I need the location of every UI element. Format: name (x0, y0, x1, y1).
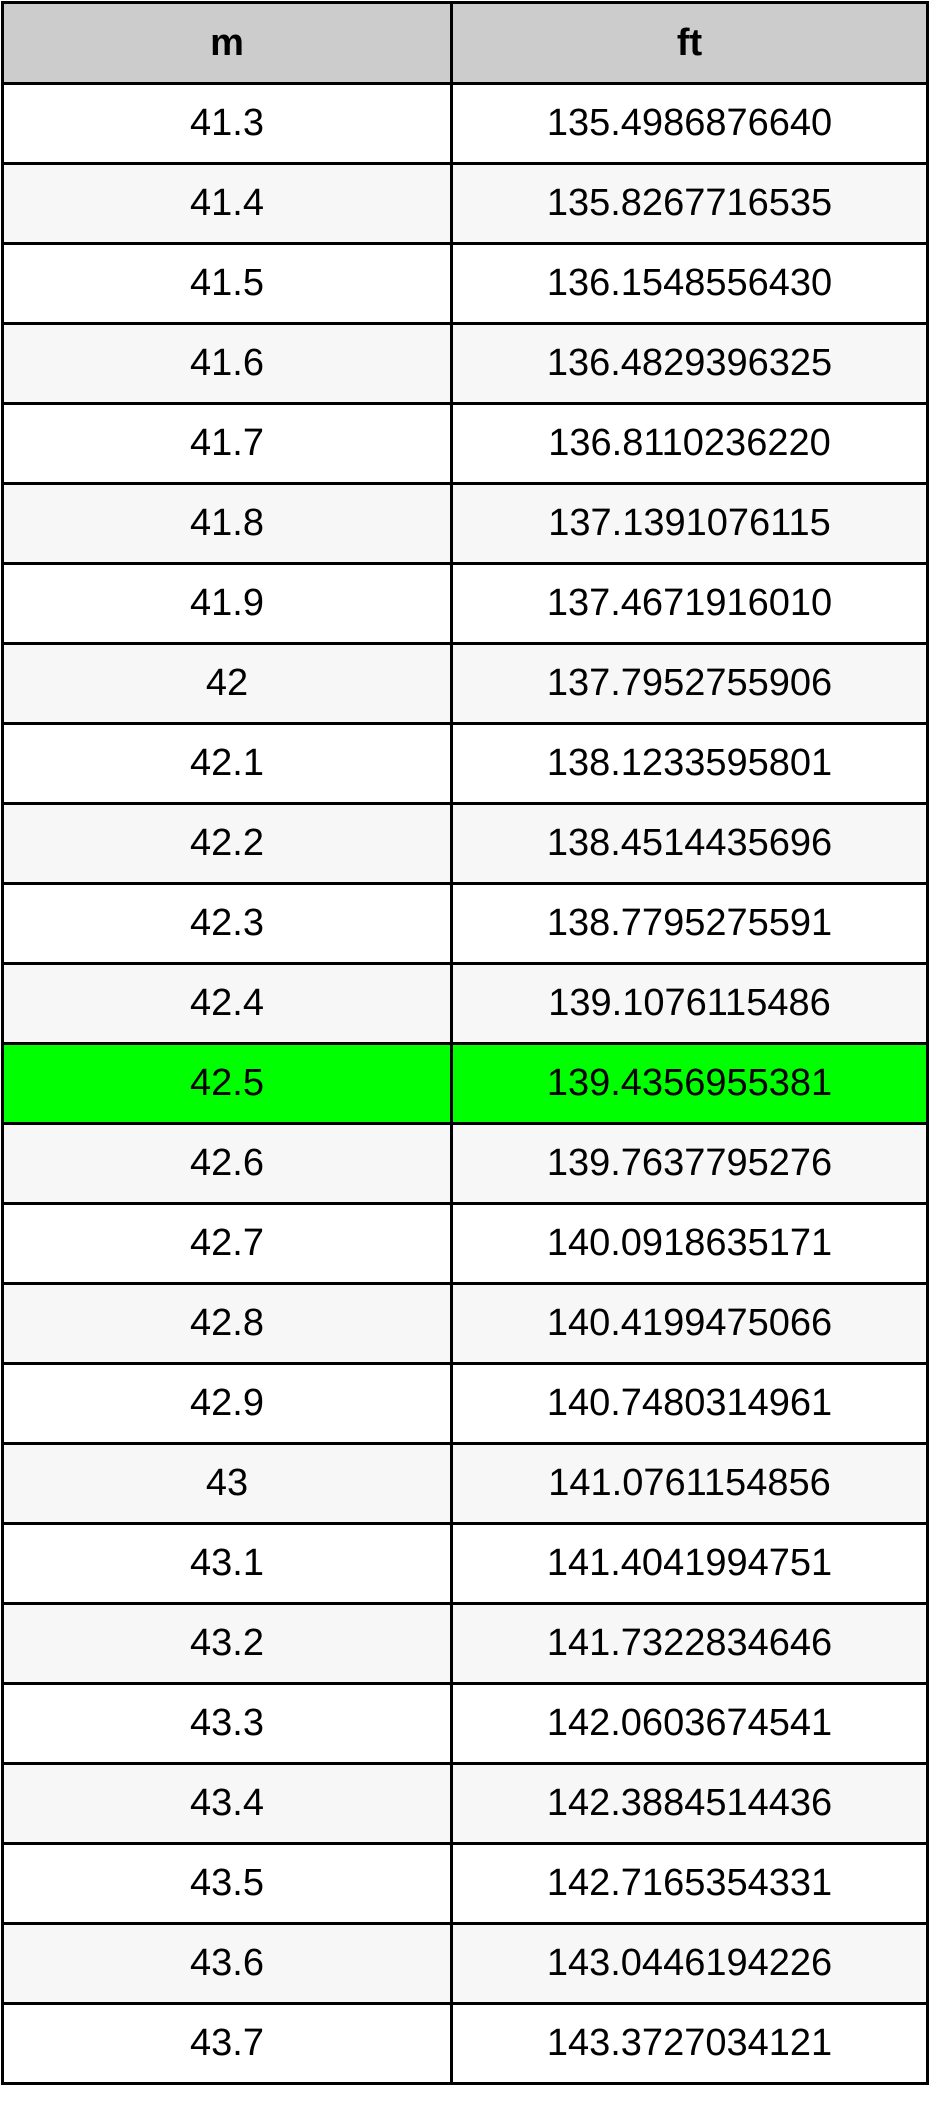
cell-ft: 141.4041994751 (450, 1522, 929, 1605)
cell-m: 43 (1, 1442, 453, 1525)
table-row: 43.3 142.0603674541 (1, 1682, 929, 1765)
cell-m: 41.8 (1, 482, 453, 565)
cell-ft: 142.0603674541 (450, 1682, 929, 1765)
cell-m: 42 (1, 642, 453, 725)
cell-m: 43.7 (1, 2002, 453, 2085)
cell-ft: 139.4356955381 (450, 1042, 929, 1125)
cell-m: 42.9 (1, 1362, 453, 1445)
table-row: 42.6 139.7637795276 (1, 1122, 929, 1205)
cell-ft: 138.4514435696 (450, 802, 929, 885)
table-row: 41.4 135.8267716535 (1, 162, 929, 245)
table-row: 43 141.0761154856 (1, 1442, 929, 1525)
cell-m: 41.6 (1, 322, 453, 405)
cell-m: 43.6 (1, 1922, 453, 2005)
table-row-highlighted: 42.5 139.4356955381 (1, 1042, 929, 1125)
cell-m: 42.5 (1, 1042, 453, 1125)
cell-ft: 136.1548556430 (450, 242, 929, 325)
cell-ft: 140.4199475066 (450, 1282, 929, 1365)
cell-m: 43.2 (1, 1602, 453, 1685)
cell-m: 41.7 (1, 402, 453, 485)
cell-ft: 136.8110236220 (450, 402, 929, 485)
cell-m: 42.4 (1, 962, 453, 1045)
cell-ft: 139.1076115486 (450, 962, 929, 1045)
cell-ft: 140.0918635171 (450, 1202, 929, 1285)
cell-m: 42.6 (1, 1122, 453, 1205)
cell-ft: 137.4671916010 (450, 562, 929, 645)
cell-m: 43.3 (1, 1682, 453, 1765)
table-row: 43.7 143.3727034121 (1, 2002, 929, 2085)
cell-m: 42.7 (1, 1202, 453, 1285)
cell-ft: 138.7795275591 (450, 882, 929, 965)
cell-m: 43.5 (1, 1842, 453, 1925)
table-row: 42.1 138.1233595801 (1, 722, 929, 805)
cell-ft: 140.7480314961 (450, 1362, 929, 1445)
cell-ft: 135.8267716535 (450, 162, 929, 245)
table-row: 43.5 142.7165354331 (1, 1842, 929, 1925)
table-row: 42.3 138.7795275591 (1, 882, 929, 965)
cell-m: 42.2 (1, 802, 453, 885)
cell-ft: 137.1391076115 (450, 482, 929, 565)
cell-ft: 143.3727034121 (450, 2002, 929, 2085)
header-row: m ft (1, 1, 929, 85)
cell-ft: 139.7637795276 (450, 1122, 929, 1205)
cell-m: 41.4 (1, 162, 453, 245)
cell-m: 41.9 (1, 562, 453, 645)
cell-ft: 138.1233595801 (450, 722, 929, 805)
cell-m: 41.3 (1, 82, 453, 165)
table-row: 41.7 136.8110236220 (1, 402, 929, 485)
cell-m: 42.1 (1, 722, 453, 805)
cell-ft: 143.0446194226 (450, 1922, 929, 2005)
table-row: 41.8 137.1391076115 (1, 482, 929, 565)
table-row: 42.8 140.4199475066 (1, 1282, 929, 1365)
table-row: 41.3 135.4986876640 (1, 82, 929, 165)
table-row: 42.2 138.4514435696 (1, 802, 929, 885)
table-row: 41.6 136.4829396325 (1, 322, 929, 405)
table-row: 43.6 143.0446194226 (1, 1922, 929, 2005)
header-m: m (1, 1, 453, 85)
header-ft: ft (450, 1, 929, 85)
table-row: 42.4 139.1076115486 (1, 962, 929, 1045)
table-row: 43.4 142.3884514436 (1, 1762, 929, 1845)
table-row: 43.2 141.7322834646 (1, 1602, 929, 1685)
cell-m: 43.4 (1, 1762, 453, 1845)
cell-m: 42.3 (1, 882, 453, 965)
cell-m: 42.8 (1, 1282, 453, 1365)
table-row: 42.7 140.0918635171 (1, 1202, 929, 1285)
cell-ft: 137.7952755906 (450, 642, 929, 725)
table-row: 43.1 141.4041994751 (1, 1522, 929, 1605)
cell-ft: 136.4829396325 (450, 322, 929, 405)
cell-ft: 135.4986876640 (450, 82, 929, 165)
cell-m: 43.1 (1, 1522, 453, 1605)
cell-ft: 142.3884514436 (450, 1762, 929, 1845)
table-row: 41.5 136.1548556430 (1, 242, 929, 325)
cell-ft: 141.0761154856 (450, 1442, 929, 1525)
cell-ft: 142.7165354331 (450, 1842, 929, 1925)
table-row: 41.9 137.4671916010 (1, 562, 929, 645)
table-row: 42 137.7952755906 (1, 642, 929, 725)
table-row: 42.9 140.7480314961 (1, 1362, 929, 1445)
cell-ft: 141.7322834646 (450, 1602, 929, 1685)
cell-m: 41.5 (1, 242, 453, 325)
